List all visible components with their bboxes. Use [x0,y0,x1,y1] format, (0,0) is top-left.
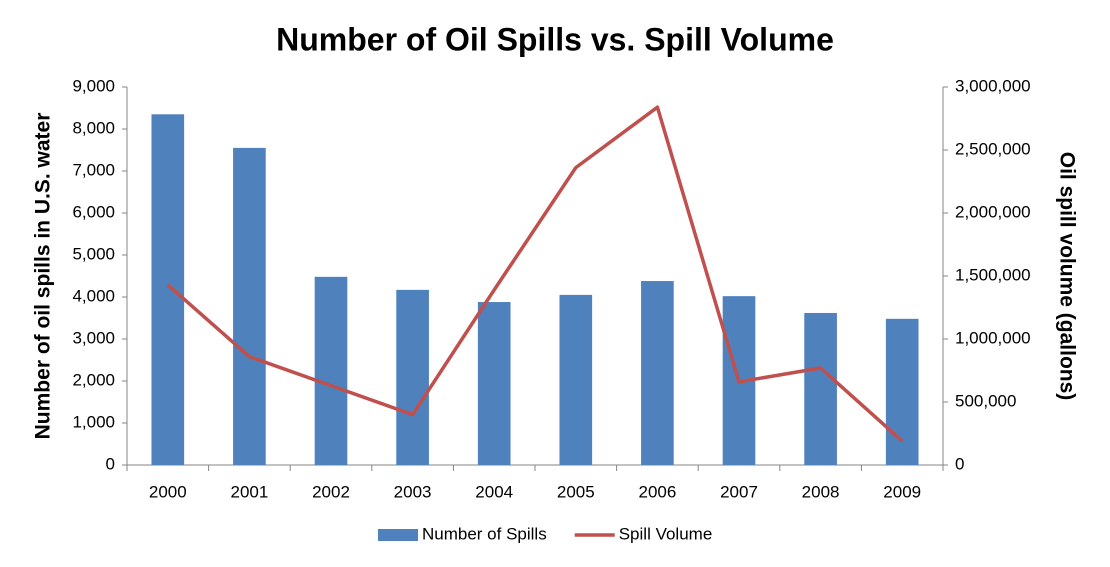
legend-label: Number of Spills [422,524,547,543]
x-tick-label: 2002 [312,482,350,501]
bar [641,281,674,465]
x-tick-label: 2008 [802,482,840,501]
bar [559,294,593,465]
x-tick-label: 2000 [149,482,187,501]
bar [151,114,185,466]
x-tick-label: 2005 [557,482,595,501]
y-tick-label: 6,000 [72,202,115,221]
y-tick-label: 2,000 [72,370,115,389]
bar [396,289,429,465]
bar [314,276,348,465]
bar [233,147,266,465]
y-tick-label: 3,000 [72,328,115,347]
x-tick-label: 2003 [394,482,432,501]
bar [804,312,837,465]
y-tick-label: 5,000 [72,244,115,263]
x-tick-label: 2004 [475,482,513,501]
y-tick-label: 1,000 [72,412,115,431]
y-tick-label: 9,000 [72,76,115,95]
y2-tick-label: 2,000,000 [955,202,1031,221]
x-tick-label: 2006 [638,482,676,501]
y-tick-label: 8,000 [72,118,115,137]
y-tick-label: 4,000 [72,286,115,305]
bar [477,302,511,465]
x-tick-label: 2007 [720,482,758,501]
legend-swatch [378,529,418,541]
y2-axis-label: Oil spill volume (gallons) [1055,152,1078,401]
y2-tick-label: 3,000,000 [955,76,1031,95]
legend-label: Spill Volume [619,524,713,543]
y2-tick-label: 0 [955,454,964,473]
x-tick-label: 2009 [883,482,921,501]
y-tick-label: 7,000 [72,160,115,179]
y2-tick-label: 500,000 [955,391,1016,410]
y2-tick-label: 1,000,000 [955,328,1031,347]
chart-title: Number of Oil Spills vs. Spill Volume [276,21,834,57]
line [166,105,904,443]
y-tick-label: 0 [106,454,115,473]
y-axis-label: Number of oil spills in U.S. water [32,113,55,440]
y2-tick-label: 1,500,000 [955,265,1031,284]
x-tick-label: 2001 [230,482,268,501]
y2-tick-label: 2,500,000 [955,139,1031,158]
bar [885,318,919,465]
